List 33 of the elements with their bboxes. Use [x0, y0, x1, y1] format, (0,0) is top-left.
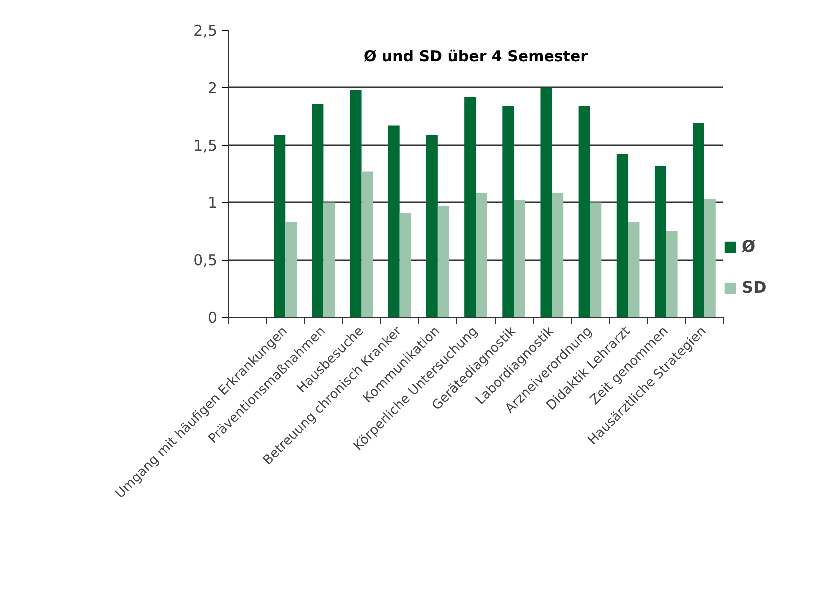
bar: [590, 202, 602, 318]
bar: [693, 123, 704, 318]
bar: [362, 172, 374, 318]
bar: [616, 154, 628, 318]
bar: [628, 222, 640, 318]
bar: [704, 199, 716, 318]
bar: [464, 97, 476, 318]
bar: [514, 200, 526, 318]
bar: [552, 194, 564, 318]
bar: [666, 231, 678, 318]
bar: [578, 106, 590, 318]
bar: [400, 213, 412, 318]
bar: [540, 88, 552, 318]
bar: [426, 134, 438, 318]
bar: [274, 134, 286, 318]
bar: [438, 206, 450, 318]
bar: [388, 126, 400, 318]
text: Ø und SD über 4 Semester: [364, 47, 589, 66]
y-tick-label: 1,5: [194, 136, 218, 155]
y-tick-label: 0: [208, 309, 218, 327]
bar: [324, 202, 336, 318]
y-tick-label: 1: [208, 194, 218, 212]
bar: [476, 194, 488, 318]
bar: [350, 90, 362, 318]
legend-label: SD: [742, 278, 767, 297]
y-tick-label: 0,5: [194, 252, 218, 270]
bar: [312, 104, 324, 318]
y-tick-label: 2,5: [194, 22, 218, 40]
bar: [654, 166, 666, 318]
bar: [502, 106, 514, 318]
y-tick-label: 2: [208, 79, 218, 98]
legend-label: Ø: [742, 237, 757, 256]
bar: [286, 222, 298, 318]
